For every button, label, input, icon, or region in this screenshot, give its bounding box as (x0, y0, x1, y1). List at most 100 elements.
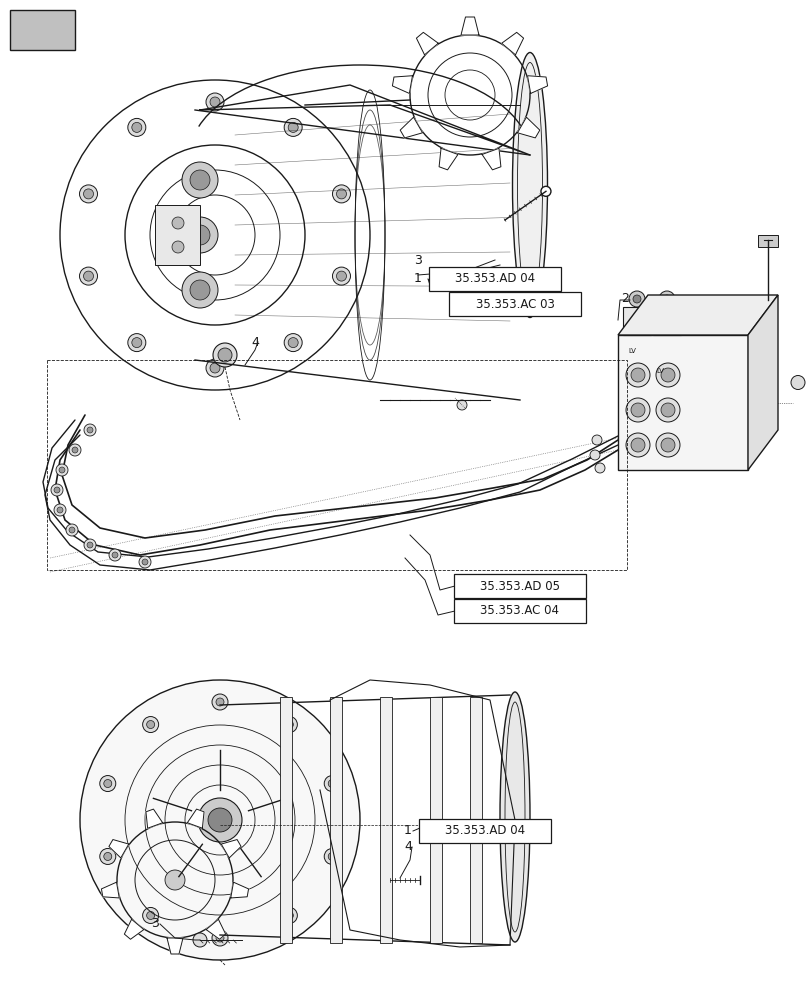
Circle shape (281, 717, 297, 733)
Circle shape (69, 527, 75, 533)
Circle shape (84, 424, 96, 436)
Polygon shape (221, 840, 241, 858)
Circle shape (285, 721, 293, 729)
Text: 35.353.AC 04: 35.353.AC 04 (480, 604, 559, 617)
FancyBboxPatch shape (448, 292, 581, 316)
Text: 1: 1 (414, 272, 422, 286)
Polygon shape (400, 117, 422, 138)
Circle shape (655, 363, 679, 387)
Circle shape (66, 524, 78, 536)
Text: 35.353.AD 04: 35.353.AD 04 (454, 272, 534, 286)
Polygon shape (124, 919, 144, 939)
Circle shape (127, 118, 146, 136)
FancyBboxPatch shape (10, 10, 75, 50)
Circle shape (56, 464, 68, 476)
Circle shape (281, 907, 297, 923)
Circle shape (324, 848, 340, 864)
Circle shape (332, 267, 350, 285)
Circle shape (190, 170, 210, 190)
Circle shape (594, 463, 604, 473)
Circle shape (679, 312, 695, 328)
Bar (617, 335, 747, 470)
Polygon shape (109, 840, 129, 858)
FancyBboxPatch shape (453, 574, 586, 598)
Polygon shape (167, 938, 182, 954)
Circle shape (324, 776, 340, 792)
Text: 4: 4 (251, 336, 259, 349)
Circle shape (54, 504, 66, 516)
Bar (155, 205, 200, 265)
Circle shape (206, 93, 224, 111)
Circle shape (198, 798, 242, 842)
Circle shape (216, 934, 224, 942)
Circle shape (332, 185, 350, 203)
Circle shape (285, 911, 293, 919)
Circle shape (131, 122, 142, 132)
Circle shape (84, 271, 93, 281)
FancyBboxPatch shape (418, 819, 551, 843)
Circle shape (79, 185, 97, 203)
Circle shape (663, 295, 670, 303)
Circle shape (112, 552, 118, 558)
Circle shape (104, 852, 112, 860)
Circle shape (54, 487, 60, 493)
Polygon shape (501, 32, 523, 55)
Text: 35.353.AD 04: 35.353.AD 04 (444, 824, 525, 837)
Polygon shape (527, 76, 547, 93)
Circle shape (127, 334, 146, 352)
Circle shape (87, 427, 93, 433)
Circle shape (630, 403, 644, 417)
Circle shape (109, 549, 121, 561)
Circle shape (655, 398, 679, 422)
Polygon shape (146, 809, 162, 828)
Text: 4: 4 (404, 840, 411, 853)
Circle shape (288, 122, 298, 132)
Circle shape (328, 780, 336, 788)
Circle shape (87, 542, 93, 548)
Circle shape (57, 507, 63, 513)
Circle shape (673, 306, 702, 334)
Bar (280, 697, 292, 943)
Polygon shape (617, 295, 777, 335)
Circle shape (457, 400, 466, 410)
FancyBboxPatch shape (453, 599, 586, 623)
Circle shape (336, 189, 346, 199)
Circle shape (625, 398, 649, 422)
Circle shape (630, 368, 644, 382)
Circle shape (790, 375, 804, 389)
Circle shape (633, 295, 640, 303)
Circle shape (210, 363, 220, 373)
Circle shape (630, 438, 644, 452)
Bar (47, 360, 626, 570)
Circle shape (208, 808, 232, 832)
Circle shape (336, 271, 346, 281)
Bar (329, 697, 341, 943)
Circle shape (212, 694, 228, 710)
Circle shape (206, 359, 224, 377)
Circle shape (72, 447, 78, 453)
Circle shape (139, 556, 151, 568)
Circle shape (659, 291, 674, 307)
Bar (470, 697, 482, 943)
Circle shape (84, 539, 96, 551)
Circle shape (703, 306, 731, 334)
Polygon shape (482, 148, 500, 170)
Circle shape (190, 225, 210, 245)
Circle shape (288, 338, 298, 348)
Text: LV: LV (655, 368, 663, 374)
Polygon shape (101, 882, 119, 898)
Circle shape (284, 334, 302, 352)
Circle shape (143, 907, 158, 923)
Circle shape (182, 272, 217, 308)
Circle shape (172, 241, 184, 253)
Text: 1: 1 (404, 824, 411, 837)
Circle shape (100, 848, 116, 864)
Circle shape (284, 118, 302, 136)
Circle shape (59, 467, 65, 473)
Circle shape (147, 911, 154, 919)
Circle shape (84, 189, 93, 199)
Circle shape (193, 933, 207, 947)
Polygon shape (392, 76, 412, 93)
Polygon shape (747, 295, 777, 470)
Circle shape (540, 186, 551, 196)
